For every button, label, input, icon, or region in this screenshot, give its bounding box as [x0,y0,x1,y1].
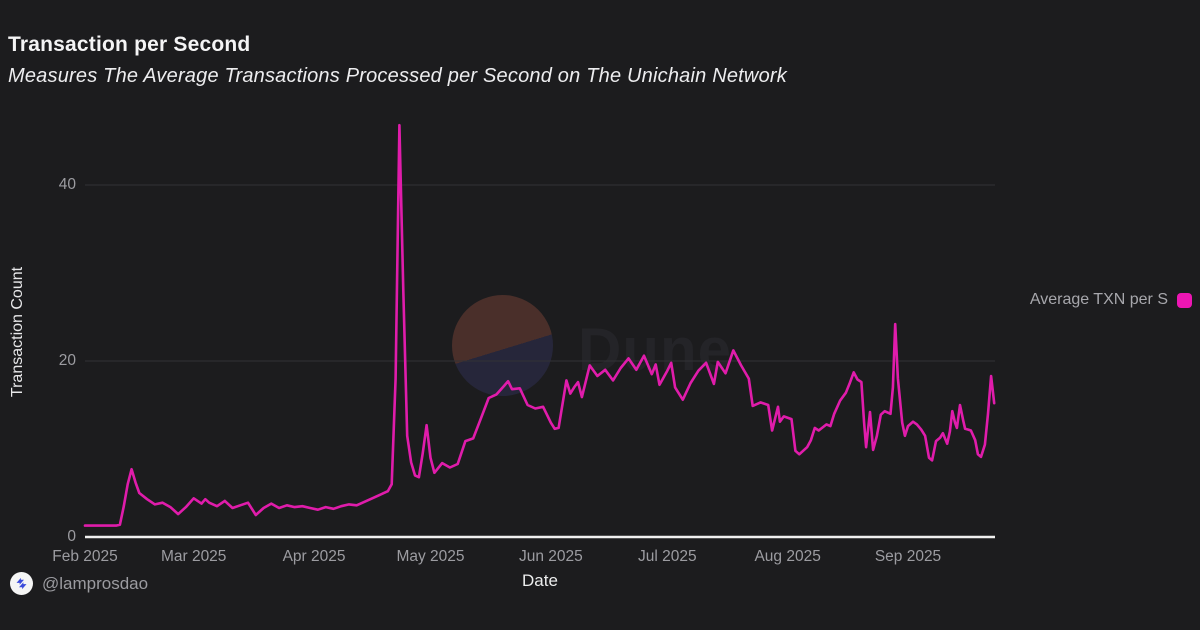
y-tick-label: 20 [58,352,76,369]
x-tick-label: Jun 2025 [518,548,583,565]
x-tick-label: May 2025 [396,548,465,565]
y-tick-label: 0 [67,528,76,545]
attribution: @lamprosdao [10,572,148,595]
chart-title: Transaction per Second [8,33,251,56]
y-tick-label: 40 [58,176,76,193]
x-tick-label: Sep 2025 [874,548,942,565]
x-tick-label: Mar 2025 [160,548,227,565]
chart-subtitle: Measures The Average Transactions Proces… [8,65,787,87]
x-tick-label: Feb 2025 [52,548,118,565]
attribution-handle[interactable]: @lamprosdao [42,573,149,593]
x-tick-label: Apr 2025 [282,548,346,565]
legend-label: Average TXN per S [1029,291,1168,308]
x-tick-label: Jul 2025 [637,548,697,565]
x-axis-title: Date [522,571,558,590]
series-line-average-txn [83,123,996,527]
legend-swatch-icon [1177,292,1192,308]
lamprosdao-logo-icon [10,572,33,595]
x-tick-label: Aug 2025 [754,548,821,565]
y-axis-title: Transaction Count [9,266,26,398]
legend-item[interactable]: Average TXN per S [1030,291,1192,309]
dune-watermark-logo [452,295,553,396]
